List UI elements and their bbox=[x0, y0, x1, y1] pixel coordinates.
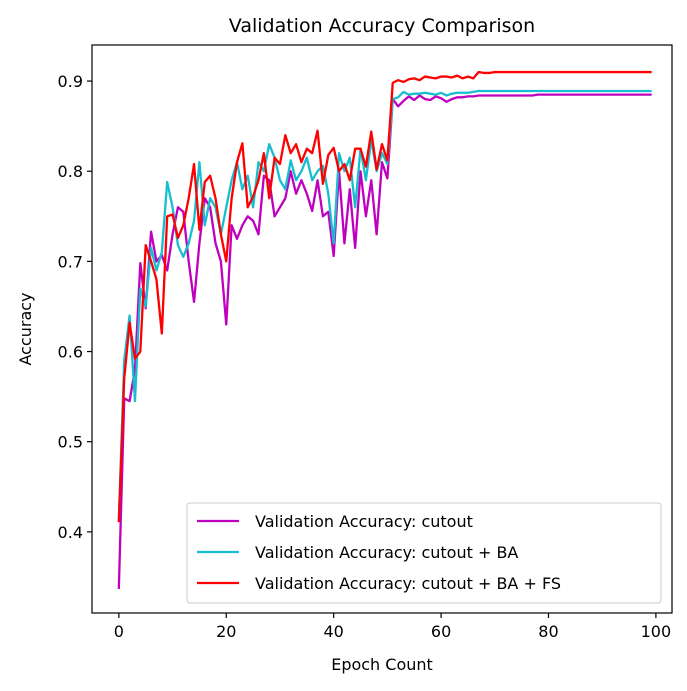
y-axis-ticks: 0.4 0.5 0.6 0.7 0.8 0.9 bbox=[58, 72, 92, 542]
plot-frame bbox=[91, 44, 673, 614]
x-tick-label: 40 bbox=[323, 622, 343, 641]
y-axis-label: Accuracy bbox=[16, 292, 35, 365]
x-tick-label: 100 bbox=[641, 622, 672, 641]
y-tick-label: 0.8 bbox=[58, 162, 83, 181]
y-tick-label: 0.7 bbox=[58, 252, 83, 271]
legend-label-3: Validation Accuracy: cutout + BA + FS bbox=[255, 574, 561, 593]
y-tick-label: 0.4 bbox=[58, 523, 83, 542]
x-tick-label: 20 bbox=[216, 622, 236, 641]
chart-title: Validation Accuracy Comparison bbox=[229, 15, 535, 37]
x-tick-label: 0 bbox=[114, 622, 124, 641]
legend: Validation Accuracy: cutout Validation Ac… bbox=[186, 502, 662, 604]
y-tick-label: 0.6 bbox=[58, 343, 83, 362]
x-axis-ticks: 0 20 40 60 80 100 bbox=[114, 613, 671, 641]
y-tick-label: 0.5 bbox=[58, 433, 83, 452]
series-line-1 bbox=[117, 93, 652, 589]
x-axis-label: Epoch Count bbox=[331, 655, 433, 674]
plot-lines bbox=[117, 70, 652, 589]
y-tick-label: 0.9 bbox=[58, 72, 83, 91]
x-tick-label: 80 bbox=[538, 622, 558, 641]
series-line-3 bbox=[117, 70, 652, 523]
legend-box bbox=[186, 502, 662, 604]
series-line-2 bbox=[117, 89, 652, 520]
legend-label-2: Validation Accuracy: cutout + BA bbox=[255, 543, 518, 562]
x-tick-label: 60 bbox=[431, 622, 451, 641]
legend-label-1: Validation Accuracy: cutout bbox=[255, 512, 473, 531]
